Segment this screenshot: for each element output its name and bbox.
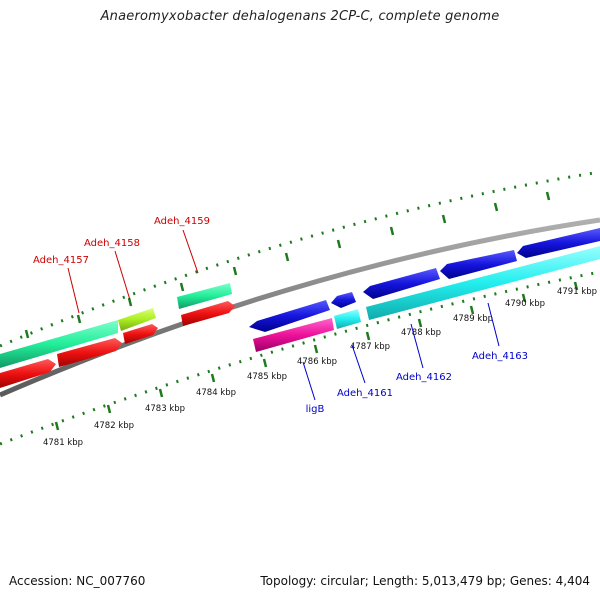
gene-label-adeh-4163: Adeh_4163 <box>472 351 528 362</box>
gene-feature-cyan-1 <box>334 309 361 329</box>
kbp-scale-labels: 4781 kbp 4782 kbp 4783 kbp 4784 kbp 4785… <box>43 287 597 448</box>
gene-feature-blue-4 <box>440 250 517 279</box>
inner-major-ticks <box>54 281 579 431</box>
gene-label-adeh-4162: Adeh_4162 <box>396 372 452 383</box>
map-title: Anaeromyxobacter dehalogenans 2CP-C, com… <box>100 9 500 24</box>
accession-text: Accession: NC_007760 <box>9 574 146 588</box>
gene-label-adeh-4157: Adeh_4157 <box>33 255 89 266</box>
gene-feature-red-adeh4159 <box>181 301 235 326</box>
gene-feature-blue-5 <box>517 228 600 258</box>
gene-feature-red-2 <box>57 338 122 367</box>
gene-label-adeh-4158: Adeh_4158 <box>84 238 140 249</box>
right-gene-cluster <box>249 228 600 352</box>
gene-feature-red-1 <box>0 359 56 388</box>
kbp-label: 4782 kbp <box>94 421 134 431</box>
gene-feature-teal-upper <box>0 320 118 368</box>
kbp-label: 4784 kbp <box>196 388 236 398</box>
kbp-label: 4783 kbp <box>145 404 185 414</box>
gene-feature-blue-2 <box>331 292 356 308</box>
gene-feature-lime <box>118 308 156 331</box>
kbp-label: 4785 kbp <box>247 372 287 382</box>
gene-label-adeh-4161: Adeh_4161 <box>337 388 393 399</box>
genome-backbone <box>0 217 600 398</box>
genome-summary-text: Topology: circular; Length: 5,013,479 bp… <box>260 574 590 588</box>
gene-label-ligB: ligB <box>306 404 325 415</box>
forward-leader-lines <box>302 302 500 401</box>
reverse-leader-lines <box>67 229 199 314</box>
gene-label-adeh-4159: Adeh_4159 <box>154 216 210 227</box>
gene-feature-red-3 <box>123 324 158 344</box>
kbp-label: 4786 kbp <box>297 357 337 367</box>
kbp-label: 4791 kbp <box>557 287 597 297</box>
outer-major-ticks <box>24 191 551 339</box>
left-gene-cluster <box>0 283 235 388</box>
outer-tick-ring <box>0 170 600 348</box>
kbp-label: 4790 kbp <box>505 299 545 309</box>
kbp-label: 4788 kbp <box>401 328 441 338</box>
kbp-label: 4787 kbp <box>350 342 390 352</box>
kbp-label: 4789 kbp <box>453 314 493 324</box>
kbp-label: 4781 kbp <box>43 438 83 448</box>
gene-feature-pink-ligB <box>253 318 334 352</box>
gene-feature-cyan-2 <box>366 246 600 320</box>
gene-feature-teal-adeh4159 <box>177 283 232 309</box>
gene-feature-blue-1 <box>249 300 330 332</box>
gene-feature-blue-3 <box>363 268 440 299</box>
